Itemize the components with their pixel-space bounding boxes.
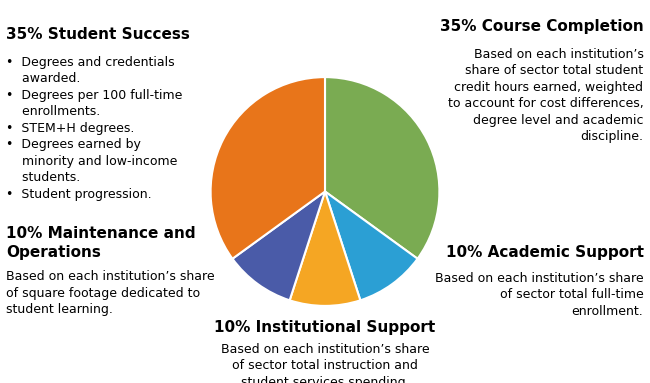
Wedge shape <box>290 192 360 306</box>
Text: 35% Student Success: 35% Student Success <box>6 27 190 42</box>
Text: Based on each institution’s
share of sector total student
credit hours earned, w: Based on each institution’s share of sec… <box>448 48 644 143</box>
Wedge shape <box>233 192 325 300</box>
Text: 35% Course Completion: 35% Course Completion <box>440 19 644 34</box>
Wedge shape <box>325 192 417 300</box>
Text: Based on each institution’s share
of sector total instruction and
student servic: Based on each institution’s share of sec… <box>221 343 429 383</box>
Wedge shape <box>325 77 439 259</box>
Text: Based on each institution’s share
of square footage dedicated to
student learnin: Based on each institution’s share of squ… <box>6 270 215 316</box>
Text: 10% Institutional Support: 10% Institutional Support <box>214 320 436 335</box>
Wedge shape <box>211 77 325 259</box>
Text: 10% Academic Support: 10% Academic Support <box>445 245 644 260</box>
Text: 10% Maintenance and
Operations: 10% Maintenance and Operations <box>6 226 196 260</box>
Text: •  Degrees and credentials
    awarded.
•  Degrees per 100 full-time
    enrollm: • Degrees and credentials awarded. • Deg… <box>6 56 183 201</box>
Text: Based on each institution’s share
of sector total full-time
enrollment.: Based on each institution’s share of sec… <box>435 272 644 318</box>
